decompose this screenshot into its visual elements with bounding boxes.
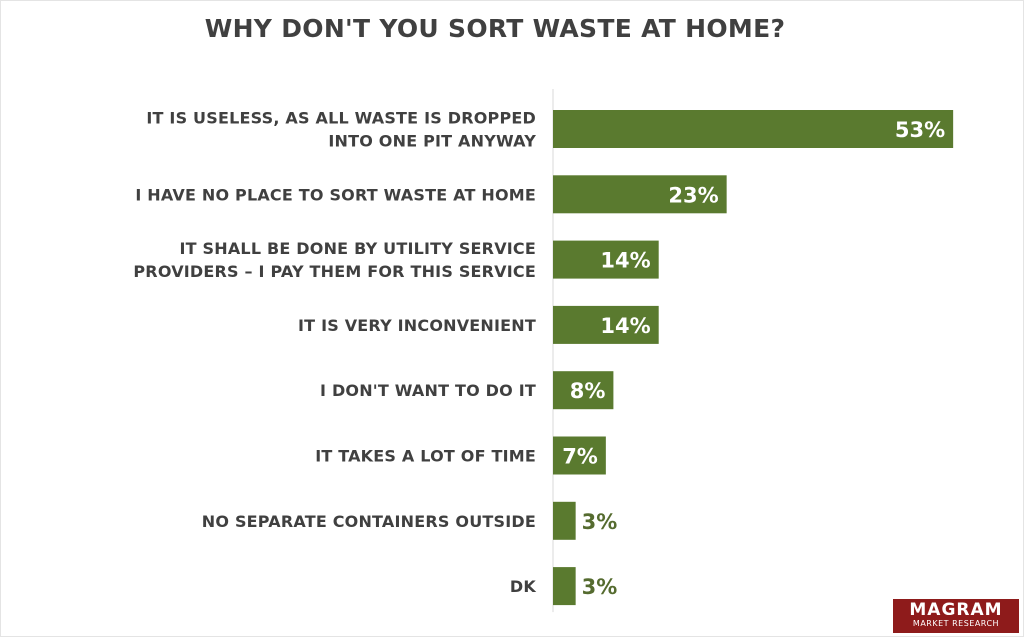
category-label: NO SEPARATE CONTAINERS OUTSIDE — [202, 512, 536, 531]
bar — [553, 175, 727, 214]
data-label: 53% — [895, 118, 945, 142]
category-label: DK — [510, 577, 536, 596]
chart-title: WHY DON'T YOU SORT WASTE AT HOME? — [204, 14, 786, 43]
bar — [553, 371, 614, 410]
bar — [553, 436, 606, 475]
data-label: 3% — [582, 510, 618, 534]
category-label: IT IS VERY INCONVENIENT — [298, 316, 536, 335]
brand-tagline: MARKET RESEARCH — [912, 619, 1000, 628]
bar — [553, 305, 659, 344]
data-label: 3% — [582, 575, 618, 599]
bar — [553, 567, 576, 606]
category-label: INTO ONE PIT ANYWAY — [328, 132, 536, 151]
brand-name: MAGRAM — [909, 600, 1003, 620]
category-label: IT SHALL BE DONE BY UTILITY SERVICE — [180, 239, 537, 258]
data-label: 14% — [600, 314, 650, 338]
category-label: PROVIDERS – I PAY THEM FOR THIS SERVICE — [133, 262, 536, 281]
category-label: IT TAKES A LOT OF TIME — [315, 447, 536, 466]
category-label: I DON'T WANT TO DO IT — [320, 381, 536, 400]
bar — [553, 110, 954, 148]
data-label: 14% — [600, 249, 650, 273]
data-label: 23% — [668, 183, 718, 207]
data-label: 8% — [570, 379, 606, 403]
data-label: 7% — [562, 445, 598, 469]
category-label: I HAVE NO PLACE TO SORT WASTE AT HOME — [135, 185, 536, 204]
bar — [553, 240, 659, 279]
category-label: IT IS USELESS, AS ALL WASTE IS DROPPED — [146, 109, 536, 128]
brand-logo: MAGRAM MARKET RESEARCH — [893, 599, 1019, 633]
bar — [553, 501, 576, 540]
